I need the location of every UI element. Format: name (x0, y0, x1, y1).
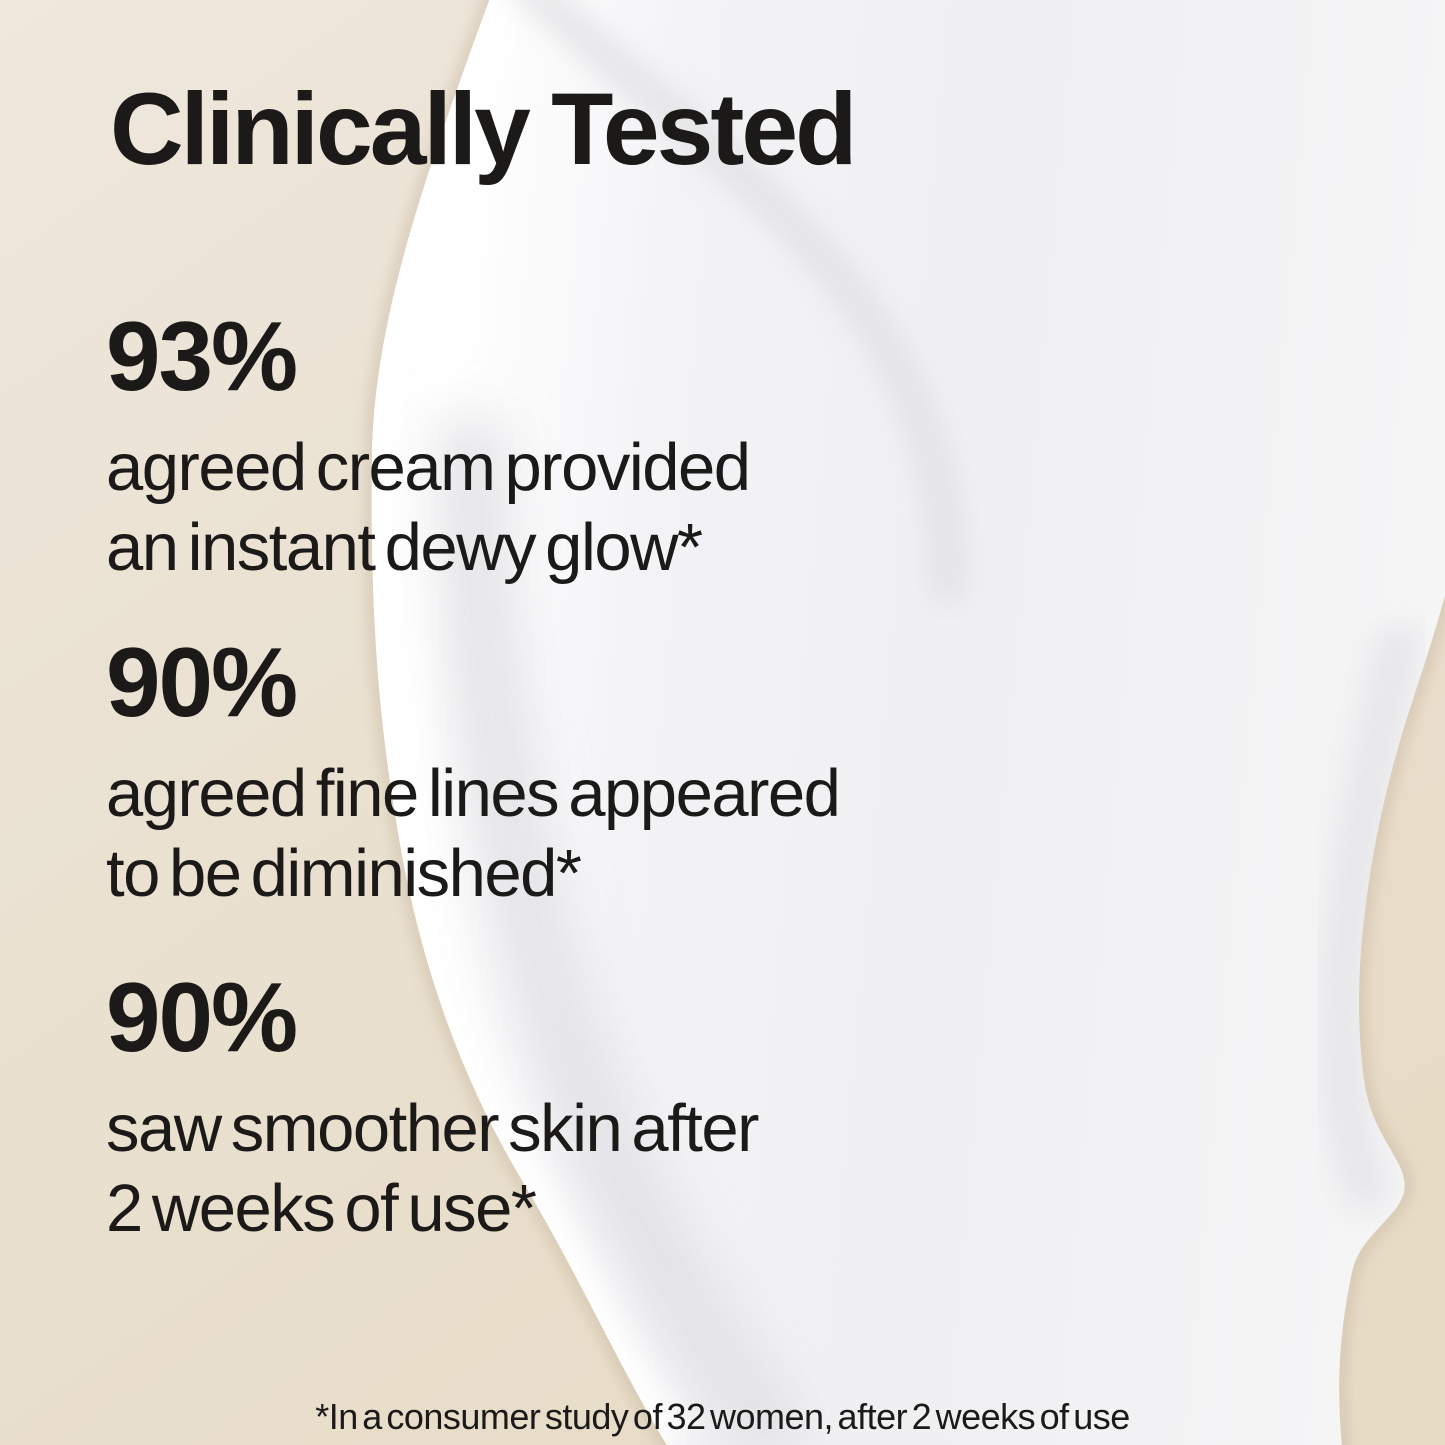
stat-value: 93% (106, 301, 298, 411)
stat-description-line-2: to be diminished* (106, 835, 582, 911)
stat-value: 90% (106, 962, 298, 1072)
footnote: *In a consumer study of 32 women, after … (315, 1396, 1130, 1437)
page-title: Clinically Tested (110, 72, 857, 186)
stat-description-line-1: saw smoother skin after (106, 1090, 760, 1166)
stat-description: agreed fine lines appeared to be diminis… (106, 754, 841, 914)
stat-description-line-1: agreed cream provided (106, 429, 751, 505)
stat-description: saw smoother skin after 2 weeks of use* (106, 1089, 760, 1249)
stat-description: agreed cream provided an instant dewy gl… (106, 428, 751, 588)
stat-block-3: 90% saw smoother skin after 2 weeks of u… (106, 962, 760, 1249)
stat-description-line-1: agreed fine lines appeared (106, 755, 841, 831)
stat-value: 90% (106, 627, 298, 737)
stat-block-1: 93% agreed cream provided an instant dew… (106, 301, 751, 588)
stat-description-line-2: an instant dewy glow* (106, 509, 703, 585)
stat-block-2: 90% agreed fine lines appeared to be dim… (106, 627, 841, 914)
stat-description-line-2: 2 weeks of use* (106, 1170, 537, 1246)
